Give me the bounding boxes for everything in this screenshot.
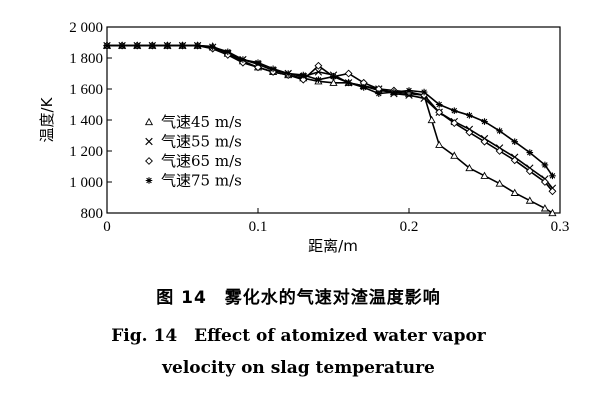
point-marker <box>300 71 307 79</box>
point-marker <box>145 137 153 146</box>
point-marker <box>540 178 549 186</box>
y-axis-title: 温度/K <box>38 96 56 142</box>
point-marker <box>315 76 322 83</box>
chart: 0 0.1 0.2 0.3 800 1 000 1 200 1 400 1 600 1 800 2 … <box>38 20 569 255</box>
point-marker <box>435 140 444 148</box>
point-marker <box>314 68 323 76</box>
figure-caption-chinese: 图 14 雾化水的气速对渣温度影响 <box>156 288 441 308</box>
point-marker <box>480 137 489 146</box>
point-marker <box>314 61 323 70</box>
point-marker <box>360 84 367 91</box>
point-marker <box>465 163 474 172</box>
x-tick-label: 0.3 <box>551 219 570 235</box>
point-marker <box>548 208 557 217</box>
point-marker <box>345 79 352 87</box>
point-marker <box>481 118 488 125</box>
point-marker <box>466 112 473 119</box>
figure-caption-english-line2: velocity on slag temperature <box>162 358 435 378</box>
y-tick-label: 1 600 <box>69 82 103 98</box>
point-marker <box>405 87 413 94</box>
point-marker <box>329 78 338 86</box>
point-marker <box>541 161 549 169</box>
point-marker <box>548 187 557 196</box>
point-marker <box>420 88 428 96</box>
point-marker <box>330 73 337 80</box>
series-4 <box>103 42 556 180</box>
point-marker <box>427 115 436 124</box>
point-marker <box>526 149 534 156</box>
y-tick-label: 800 <box>81 206 104 222</box>
point-marker <box>511 138 518 145</box>
axis-ticks: 0 0.1 0.2 0.3 800 1 000 1 200 1 400 1 600 1 800 2 … <box>69 20 569 235</box>
point-marker <box>510 156 519 165</box>
point-marker <box>164 42 171 49</box>
y-tick-label: 1 200 <box>69 144 103 160</box>
point-marker <box>465 128 474 137</box>
point-marker <box>103 42 111 49</box>
point-marker <box>435 101 443 108</box>
x-axis-title: 距离/m <box>308 237 358 255</box>
point-marker <box>145 177 153 184</box>
point-marker <box>480 171 489 179</box>
point-marker <box>549 172 556 180</box>
point-marker <box>209 43 216 51</box>
x-tick-label: 0 <box>103 219 111 235</box>
legend-label: 气速45 m/s <box>161 113 242 131</box>
point-marker <box>450 151 459 159</box>
point-marker <box>510 188 519 196</box>
y-tick-label: 2 000 <box>69 20 103 36</box>
legend-label: 气速75 m/s <box>161 172 242 190</box>
point-marker <box>284 70 292 77</box>
point-marker <box>224 48 232 56</box>
legend-label: 气速55 m/s <box>161 133 242 151</box>
point-marker <box>496 127 503 135</box>
point-marker <box>239 56 247 63</box>
point-marker <box>451 107 458 114</box>
point-marker <box>450 119 459 128</box>
point-marker <box>299 75 308 84</box>
figure-caption-english-line1: Fig. 14 Effect of atomized water vapor <box>111 326 486 346</box>
point-marker <box>133 42 141 49</box>
point-marker <box>525 167 534 176</box>
point-marker <box>179 42 186 49</box>
point-marker <box>254 59 262 66</box>
point-marker <box>145 157 153 165</box>
point-marker <box>525 196 534 204</box>
point-marker <box>269 65 277 73</box>
point-marker <box>435 108 444 117</box>
x-tick-label: 0.1 <box>249 219 268 235</box>
series-layer <box>102 41 557 217</box>
y-tick-label: 1 800 <box>69 51 103 67</box>
point-marker <box>144 117 154 126</box>
legend-label: 气速65 m/s <box>161 152 242 170</box>
y-tick-label: 1 400 <box>69 113 103 129</box>
point-marker <box>495 179 504 187</box>
point-marker <box>495 147 504 155</box>
point-marker <box>254 63 262 72</box>
point-marker <box>149 42 156 49</box>
x-tick-label: 0.2 <box>400 219 419 235</box>
point-marker <box>344 69 353 78</box>
point-marker <box>118 42 126 49</box>
point-marker <box>194 42 201 49</box>
point-marker <box>375 90 383 97</box>
y-tick-label: 1 000 <box>69 175 103 191</box>
point-marker <box>390 88 398 96</box>
point-marker <box>540 204 549 212</box>
